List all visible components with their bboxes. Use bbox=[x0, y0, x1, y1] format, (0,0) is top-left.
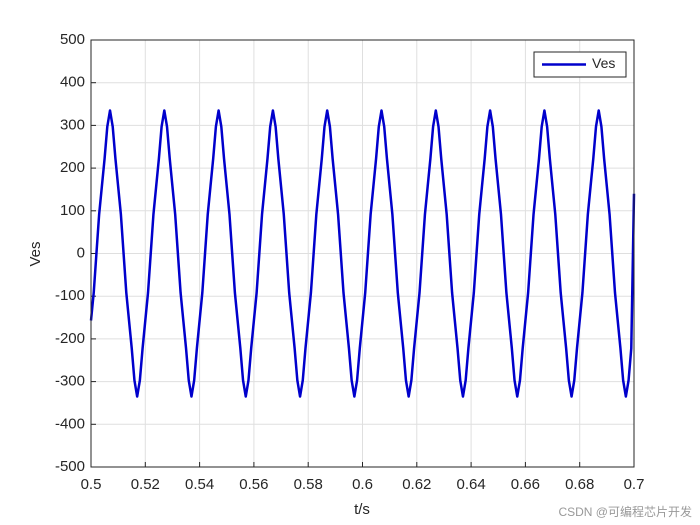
x-tick-label: 0.62 bbox=[402, 476, 431, 493]
x-tick-label: 0.56 bbox=[239, 476, 268, 493]
y-tick-label: -100 bbox=[55, 287, 85, 304]
x-axis-label: t/s bbox=[354, 501, 370, 518]
y-tick-label: 500 bbox=[60, 31, 85, 48]
x-tick-label: 0.5 bbox=[81, 476, 102, 493]
x-tick-label: 0.54 bbox=[185, 476, 214, 493]
y-tick-label: -200 bbox=[55, 330, 85, 347]
watermark: CSDN @可编程芯片开发 bbox=[558, 504, 692, 519]
x-tick-label: 0.52 bbox=[131, 476, 160, 493]
x-tick-label: 0.58 bbox=[294, 476, 323, 493]
y-tick-label: 100 bbox=[60, 202, 85, 219]
y-tick-label: 200 bbox=[60, 159, 85, 176]
y-tick-label: 300 bbox=[60, 116, 85, 133]
axes-box bbox=[90, 39, 635, 468]
legend-label: Ves bbox=[592, 55, 615, 71]
x-tick-label: 0.6 bbox=[352, 476, 373, 493]
x-tick-label: 0.66 bbox=[511, 476, 540, 493]
x-tick-label: 0.68 bbox=[565, 476, 594, 493]
x-tick-label: 0.7 bbox=[624, 476, 645, 493]
y-tick-label: -500 bbox=[55, 458, 85, 475]
data-line bbox=[89, 109, 636, 398]
y-tick-label: -400 bbox=[55, 415, 85, 432]
y-tick-label: 400 bbox=[60, 74, 85, 91]
y-tick-label: -300 bbox=[55, 373, 85, 390]
y-axis-label: Ves bbox=[27, 241, 44, 266]
y-tick-label: 0 bbox=[77, 244, 85, 261]
x-tick-label: 0.64 bbox=[456, 476, 485, 493]
